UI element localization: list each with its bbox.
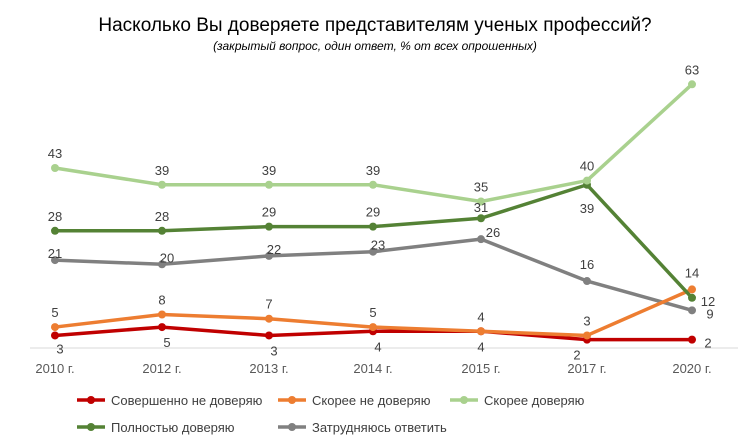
data-label: 7 (265, 297, 272, 312)
data-point (583, 331, 591, 340)
legend-swatch-marker (288, 396, 296, 404)
data-label: 16 (580, 257, 594, 272)
data-label: 40 (580, 159, 594, 174)
data-point (688, 293, 696, 302)
data-point (265, 222, 273, 231)
data-label: 39 (580, 201, 594, 216)
data-label: 3 (583, 313, 590, 328)
data-label: 8 (158, 293, 165, 308)
data-label: 39 (262, 163, 276, 178)
data-point (51, 164, 59, 173)
data-label: 3 (56, 341, 63, 356)
data-label: 28 (48, 209, 62, 224)
legend: Совершенно не доверяю Скорее не доверяю Ск… (77, 393, 585, 435)
data-point (688, 80, 696, 89)
data-point (583, 176, 591, 185)
legend-item: Затрудняюсь ответить (278, 420, 447, 435)
legend-label: Совершенно не доверяю (111, 393, 263, 408)
data-point (158, 260, 166, 269)
data-label: 2 (704, 336, 711, 351)
data-label: 3 (270, 343, 277, 358)
data-point (158, 310, 166, 319)
data-point (688, 285, 696, 294)
data-point (51, 256, 59, 265)
data-label: 20 (160, 250, 174, 265)
data-point (51, 331, 59, 340)
x-tick-label: 2015 г. (461, 361, 500, 376)
legend-item: Полностью доверяю (77, 420, 235, 435)
data-point (158, 323, 166, 332)
legend-item: Скорее не доверяю (278, 393, 431, 408)
legend-swatch-marker (288, 423, 296, 431)
data-point (265, 314, 273, 323)
data-point (477, 214, 485, 223)
data-label: 39 (366, 163, 380, 178)
data-point (158, 226, 166, 235)
data-point (369, 180, 377, 189)
legend-swatch-marker (87, 396, 95, 404)
chart-subtitle: (закрытый вопрос, один ответ, % от всех … (213, 39, 537, 53)
data-label: 4 (477, 339, 484, 354)
legend-swatch-marker (87, 423, 95, 431)
x-tick-labels: 2010 г. 2012 г. 2013 г. 2014 г. 2015 г. 2017 … (35, 361, 711, 376)
x-tick-label: 2020 г. (672, 361, 711, 376)
legend-item: Совершенно не доверяю (77, 393, 263, 408)
data-label: 28 (155, 209, 169, 224)
chart-title: Насколько Вы доверяете представителям уч… (98, 15, 651, 36)
data-label: 26 (486, 225, 500, 240)
legend-swatch-marker (460, 396, 468, 404)
data-label: 35 (474, 180, 488, 195)
data-label: 21 (48, 246, 62, 261)
data-label: 5 (163, 335, 170, 350)
data-label: 2 (573, 348, 580, 363)
legend-item: Скорее доверяю (450, 393, 585, 408)
data-point (158, 180, 166, 189)
x-tick-label: 2013 г. (249, 361, 288, 376)
data-label: 9 (706, 306, 713, 321)
legend-label: Полностью доверяю (111, 420, 235, 435)
legend-label: Затрудняюсь ответить (312, 420, 447, 435)
data-point (369, 323, 377, 332)
x-tick-label: 2010 г. (35, 361, 74, 376)
data-point (477, 235, 485, 244)
data-label: 31 (474, 200, 488, 215)
series-layer (51, 80, 696, 344)
data-label: 5 (51, 305, 58, 320)
legend-label: Скорее доверяю (484, 393, 585, 408)
data-point (688, 306, 696, 315)
data-label: 5 (369, 305, 376, 320)
x-tick-label: 2012 г. (142, 361, 181, 376)
data-label: 23 (371, 238, 385, 253)
data-point (688, 335, 696, 344)
x-tick-label: 2017 г. (567, 361, 606, 376)
data-point (51, 226, 59, 235)
legend-label: Скорее не доверяю (312, 393, 431, 408)
data-label: 22 (267, 242, 281, 257)
data-label: 4 (477, 309, 484, 324)
data-label: 39 (155, 163, 169, 178)
data-point (583, 277, 591, 286)
data-point (265, 251, 273, 260)
data-point (265, 180, 273, 189)
data-label: 4 (374, 339, 381, 354)
data-label: 14 (685, 265, 699, 280)
data-label: 43 (48, 146, 62, 161)
data-label: 29 (262, 205, 276, 220)
x-tick-label: 2014 г. (353, 361, 392, 376)
data-point (265, 331, 273, 340)
data-point (369, 222, 377, 231)
data-point (51, 323, 59, 332)
data-label: 12 (701, 294, 715, 309)
data-point (477, 197, 485, 206)
data-label: 29 (366, 205, 380, 220)
data-point (369, 247, 377, 256)
data-point (477, 327, 485, 336)
data-label: 63 (685, 62, 699, 77)
